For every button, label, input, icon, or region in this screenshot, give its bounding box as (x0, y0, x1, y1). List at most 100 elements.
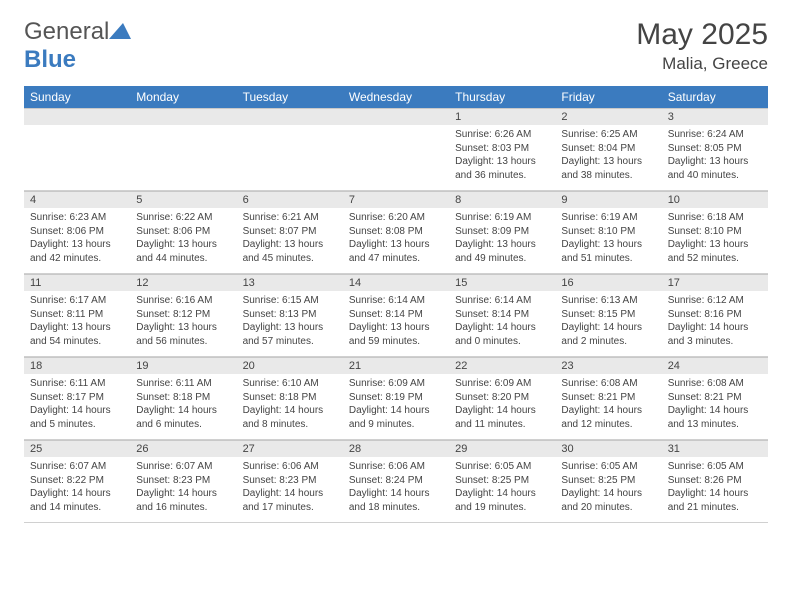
day-number: 24 (662, 357, 768, 374)
calendar-week-row: 25Sunrise: 6:07 AMSunset: 8:22 PMDayligh… (24, 440, 768, 523)
sunset-text: Sunset: 8:08 PM (349, 225, 443, 239)
calendar-day-cell: 31Sunrise: 6:05 AMSunset: 8:26 PMDayligh… (662, 440, 768, 523)
calendar-day-cell: 26Sunrise: 6:07 AMSunset: 8:23 PMDayligh… (130, 440, 236, 523)
calendar-day-cell: 16Sunrise: 6:13 AMSunset: 8:15 PMDayligh… (555, 274, 661, 357)
calendar-day-cell: 29Sunrise: 6:05 AMSunset: 8:25 PMDayligh… (449, 440, 555, 523)
daylight-text: Daylight: 14 hours and 13 minutes. (668, 404, 762, 431)
daylight-text: Daylight: 14 hours and 8 minutes. (243, 404, 337, 431)
sunrise-text: Sunrise: 6:07 AM (30, 460, 124, 474)
sunset-text: Sunset: 8:18 PM (243, 391, 337, 405)
sunset-text: Sunset: 8:05 PM (668, 142, 762, 156)
sunset-text: Sunset: 8:18 PM (136, 391, 230, 405)
day-number: 3 (662, 108, 768, 125)
daylight-text: Daylight: 14 hours and 14 minutes. (30, 487, 124, 514)
daylight-text: Daylight: 13 hours and 47 minutes. (349, 238, 443, 265)
day-details: Sunrise: 6:05 AMSunset: 8:25 PMDaylight:… (555, 457, 661, 522)
sunrise-text: Sunrise: 6:14 AM (349, 294, 443, 308)
sunrise-text: Sunrise: 6:11 AM (30, 377, 124, 391)
day-details: Sunrise: 6:23 AMSunset: 8:06 PMDaylight:… (24, 208, 130, 273)
sunrise-text: Sunrise: 6:24 AM (668, 128, 762, 142)
daylight-text: Daylight: 13 hours and 57 minutes. (243, 321, 337, 348)
sunrise-text: Sunrise: 6:09 AM (455, 377, 549, 391)
sunrise-text: Sunrise: 6:18 AM (668, 211, 762, 225)
calendar-day-cell: 25Sunrise: 6:07 AMSunset: 8:22 PMDayligh… (24, 440, 130, 523)
day-details: Sunrise: 6:10 AMSunset: 8:18 PMDaylight:… (237, 374, 343, 439)
weekday-header: Saturday (662, 86, 768, 108)
sunrise-text: Sunrise: 6:07 AM (136, 460, 230, 474)
day-details: Sunrise: 6:20 AMSunset: 8:08 PMDaylight:… (343, 208, 449, 273)
title-month-year: May 2025 (636, 18, 768, 52)
sunrise-text: Sunrise: 6:15 AM (243, 294, 337, 308)
weekday-header: Sunday (24, 86, 130, 108)
sunset-text: Sunset: 8:11 PM (30, 308, 124, 322)
daylight-text: Daylight: 13 hours and 42 minutes. (30, 238, 124, 265)
day-number: 17 (662, 274, 768, 291)
daylight-text: Daylight: 13 hours and 38 minutes. (561, 155, 655, 182)
day-details (130, 125, 236, 181)
day-details: Sunrise: 6:07 AMSunset: 8:23 PMDaylight:… (130, 457, 236, 522)
brand-name-b: Blue (24, 46, 76, 73)
day-number: 6 (237, 191, 343, 208)
sunrise-text: Sunrise: 6:25 AM (561, 128, 655, 142)
day-details: Sunrise: 6:07 AMSunset: 8:22 PMDaylight:… (24, 457, 130, 522)
calendar-day-cell: 12Sunrise: 6:16 AMSunset: 8:12 PMDayligh… (130, 274, 236, 357)
daylight-text: Daylight: 14 hours and 0 minutes. (455, 321, 549, 348)
brand-logo: General Blue (24, 18, 131, 74)
day-number: 26 (130, 440, 236, 457)
calendar-day-cell: 28Sunrise: 6:06 AMSunset: 8:24 PMDayligh… (343, 440, 449, 523)
daylight-text: Daylight: 13 hours and 40 minutes. (668, 155, 762, 182)
weekday-header: Thursday (449, 86, 555, 108)
sunset-text: Sunset: 8:07 PM (243, 225, 337, 239)
weekday-header: Monday (130, 86, 236, 108)
daylight-text: Daylight: 14 hours and 17 minutes. (243, 487, 337, 514)
day-details: Sunrise: 6:25 AMSunset: 8:04 PMDaylight:… (555, 125, 661, 190)
calendar-day-cell: 10Sunrise: 6:18 AMSunset: 8:10 PMDayligh… (662, 191, 768, 274)
day-details: Sunrise: 6:17 AMSunset: 8:11 PMDaylight:… (24, 291, 130, 356)
sunrise-text: Sunrise: 6:14 AM (455, 294, 549, 308)
sunrise-text: Sunrise: 6:20 AM (349, 211, 443, 225)
day-details: Sunrise: 6:05 AMSunset: 8:25 PMDaylight:… (449, 457, 555, 522)
sunset-text: Sunset: 8:15 PM (561, 308, 655, 322)
sunrise-text: Sunrise: 6:19 AM (561, 211, 655, 225)
daylight-text: Daylight: 14 hours and 11 minutes. (455, 404, 549, 431)
calendar-week-row: 11Sunrise: 6:17 AMSunset: 8:11 PMDayligh… (24, 274, 768, 357)
calendar-week-row: 4Sunrise: 6:23 AMSunset: 8:06 PMDaylight… (24, 191, 768, 274)
day-number (343, 108, 449, 125)
daylight-text: Daylight: 13 hours and 56 minutes. (136, 321, 230, 348)
sunrise-text: Sunrise: 6:13 AM (561, 294, 655, 308)
day-details: Sunrise: 6:08 AMSunset: 8:21 PMDaylight:… (662, 374, 768, 439)
calendar-day-cell: 19Sunrise: 6:11 AMSunset: 8:18 PMDayligh… (130, 357, 236, 440)
calendar-day-cell: 9Sunrise: 6:19 AMSunset: 8:10 PMDaylight… (555, 191, 661, 274)
day-number: 15 (449, 274, 555, 291)
day-number: 25 (24, 440, 130, 457)
day-number: 14 (343, 274, 449, 291)
daylight-text: Daylight: 14 hours and 16 minutes. (136, 487, 230, 514)
sunset-text: Sunset: 8:23 PM (136, 474, 230, 488)
day-number: 19 (130, 357, 236, 374)
day-details: Sunrise: 6:26 AMSunset: 8:03 PMDaylight:… (449, 125, 555, 190)
sunrise-text: Sunrise: 6:11 AM (136, 377, 230, 391)
sunrise-text: Sunrise: 6:23 AM (30, 211, 124, 225)
sunrise-text: Sunrise: 6:08 AM (561, 377, 655, 391)
sunrise-text: Sunrise: 6:16 AM (136, 294, 230, 308)
day-details: Sunrise: 6:22 AMSunset: 8:06 PMDaylight:… (130, 208, 236, 273)
sunrise-text: Sunrise: 6:06 AM (243, 460, 337, 474)
day-details: Sunrise: 6:14 AMSunset: 8:14 PMDaylight:… (449, 291, 555, 356)
calendar-day-cell: 14Sunrise: 6:14 AMSunset: 8:14 PMDayligh… (343, 274, 449, 357)
day-details: Sunrise: 6:21 AMSunset: 8:07 PMDaylight:… (237, 208, 343, 273)
sunset-text: Sunset: 8:16 PM (668, 308, 762, 322)
title-block: May 2025 Malia, Greece (636, 18, 768, 74)
sunset-text: Sunset: 8:10 PM (668, 225, 762, 239)
day-details: Sunrise: 6:11 AMSunset: 8:18 PMDaylight:… (130, 374, 236, 439)
day-details: Sunrise: 6:24 AMSunset: 8:05 PMDaylight:… (662, 125, 768, 190)
day-number: 23 (555, 357, 661, 374)
calendar-day-cell: 11Sunrise: 6:17 AMSunset: 8:11 PMDayligh… (24, 274, 130, 357)
day-number: 11 (24, 274, 130, 291)
day-details: Sunrise: 6:19 AMSunset: 8:09 PMDaylight:… (449, 208, 555, 273)
day-details: Sunrise: 6:18 AMSunset: 8:10 PMDaylight:… (662, 208, 768, 273)
sunset-text: Sunset: 8:14 PM (349, 308, 443, 322)
sunrise-text: Sunrise: 6:21 AM (243, 211, 337, 225)
day-details: Sunrise: 6:14 AMSunset: 8:14 PMDaylight:… (343, 291, 449, 356)
calendar-table: Sunday Monday Tuesday Wednesday Thursday… (24, 86, 768, 523)
daylight-text: Daylight: 14 hours and 3 minutes. (668, 321, 762, 348)
